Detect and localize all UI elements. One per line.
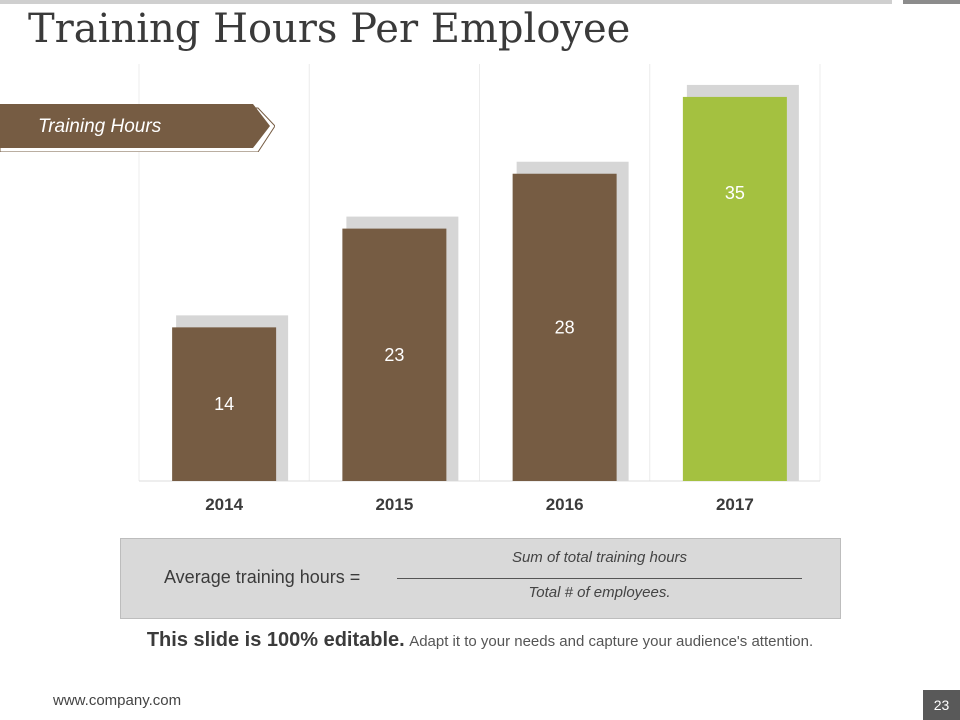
data-label-2016: 28 xyxy=(555,317,575,337)
bar-2017 xyxy=(682,96,787,481)
chart-labels: 14 2014 23 2015 28 2016 35 2017 xyxy=(205,183,754,514)
website-link[interactable]: www.company.com xyxy=(53,692,182,709)
slide-title: Training Hours Per Employee xyxy=(28,6,631,52)
category-label-2017: 2017 xyxy=(716,495,754,514)
editable-note: This slide is 100% editable. Adapt it to… xyxy=(0,629,960,652)
category-label-2015: 2015 xyxy=(375,495,413,514)
editable-note-bold: This slide is 100% editable. xyxy=(146,629,405,651)
formula-denominator: Total # of employees. xyxy=(528,584,671,601)
category-label-2014: 2014 xyxy=(205,495,243,514)
formula-numerator: Sum of total training hours xyxy=(511,549,688,566)
data-label-2015: 23 xyxy=(384,345,404,365)
editable-note-rest: Adapt it to your needs and capture your … xyxy=(409,633,814,650)
fraction-line xyxy=(397,578,802,579)
ribbon-banner xyxy=(0,104,275,152)
formula-lhs: Average training hours = xyxy=(164,567,361,587)
data-label-2017: 35 xyxy=(725,183,745,203)
bar-2015 xyxy=(342,228,447,481)
data-label-2014: 14 xyxy=(214,394,234,414)
top-divider-line xyxy=(0,0,892,4)
category-label-2016: 2016 xyxy=(546,495,584,514)
page-number: 23 xyxy=(923,690,960,720)
chart-bars xyxy=(172,84,799,481)
bar-2016 xyxy=(512,173,617,481)
formula-box: Average training hours = Sum of total tr… xyxy=(120,538,841,619)
top-accent-line xyxy=(903,0,960,4)
ribbon-label: Training Hours xyxy=(38,116,162,137)
bar-2014 xyxy=(172,327,277,481)
